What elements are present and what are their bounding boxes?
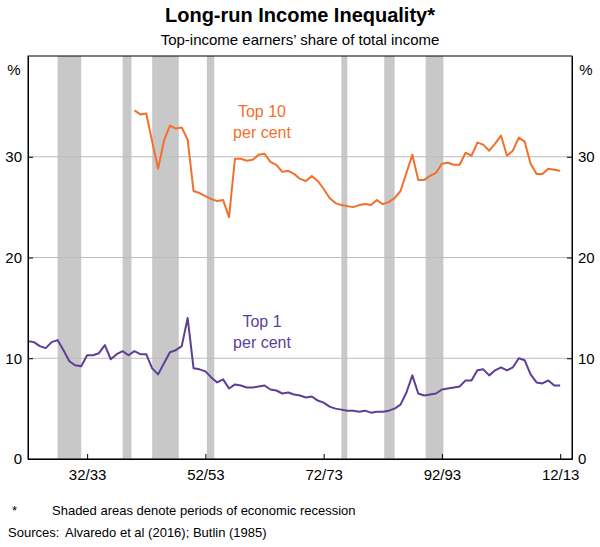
chart-container: 32/3352/5372/7392/9312/1301020300102030%… bbox=[0, 0, 600, 547]
grid-line bbox=[28, 156, 572, 157]
series-lines bbox=[28, 110, 560, 412]
series-label-line: Top 10 bbox=[238, 103, 286, 120]
y-tick bbox=[28, 459, 33, 460]
tick: 10 bbox=[5, 350, 33, 367]
axis-line bbox=[29, 459, 573, 460]
background bbox=[0, 0, 600, 547]
series-line bbox=[28, 318, 560, 413]
note-label: * bbox=[12, 503, 17, 518]
note-text: Shaded areas denote periods of economic … bbox=[52, 503, 356, 518]
grid bbox=[28, 157, 572, 459]
x-tick-label: 12/13 bbox=[542, 466, 580, 483]
y-tick bbox=[28, 258, 33, 259]
series-label-line: per cent bbox=[233, 124, 291, 141]
y-tick bbox=[567, 258, 572, 259]
tick: 30 bbox=[5, 148, 33, 165]
chart-svg: 32/3352/5372/7392/9312/1301020300102030%… bbox=[0, 0, 600, 547]
y-tick bbox=[28, 157, 33, 158]
x-tick bbox=[324, 454, 325, 459]
axis: 0 10 20 30 bbox=[567, 57, 595, 468]
title: Long-run Income Inequality* bbox=[165, 4, 435, 26]
y-tick bbox=[567, 358, 572, 359]
x-tick bbox=[560, 454, 561, 459]
tick: 12/13 bbox=[542, 454, 580, 483]
tick: 52/53 bbox=[187, 454, 225, 483]
x-tick-label: 32/33 bbox=[69, 466, 107, 483]
y-tick bbox=[28, 358, 33, 359]
series-label: Top 1 per cent bbox=[233, 313, 291, 351]
x-tick bbox=[442, 454, 443, 459]
subtitle: Top-income earners’ share of total incom… bbox=[161, 31, 440, 48]
tick: 72/73 bbox=[305, 454, 343, 483]
y-unit-label: % bbox=[579, 61, 592, 78]
tick: 10 bbox=[567, 350, 595, 367]
axis: 32/33 52/53 72/73 92/93 12/13 bbox=[29, 454, 580, 483]
x-tick-label: 72/73 bbox=[305, 466, 343, 483]
tick: 0 bbox=[14, 450, 33, 467]
tick: 32/33 bbox=[69, 454, 107, 483]
y-tick-label: 10 bbox=[5, 350, 22, 367]
y-tick-label: 20 bbox=[578, 249, 595, 266]
tick: 20 bbox=[5, 249, 33, 266]
series-label-line: per cent bbox=[233, 334, 291, 351]
y-tick-label: 0 bbox=[578, 450, 586, 467]
y-tick-label: 0 bbox=[14, 450, 22, 467]
tick: 0 bbox=[567, 450, 586, 467]
y-unit-label: % bbox=[7, 61, 20, 78]
y-tick bbox=[567, 459, 572, 460]
grid-line bbox=[28, 257, 572, 258]
tick: 30 bbox=[567, 148, 595, 165]
texts: %% Long-run Income Inequality* Top-income … bbox=[7, 4, 592, 540]
series-line bbox=[134, 110, 560, 217]
y-tick-label: 20 bbox=[5, 249, 22, 266]
x-tick bbox=[87, 454, 88, 459]
note-text: Alvaredo et al (2016); Butlin (1985) bbox=[65, 525, 267, 540]
y-tick-label: 10 bbox=[578, 350, 595, 367]
tick: 20 bbox=[567, 249, 595, 266]
x-tick-label: 92/93 bbox=[424, 466, 462, 483]
y-tick-label: 30 bbox=[5, 148, 22, 165]
tick: 92/93 bbox=[424, 454, 462, 483]
note-label: Sources: bbox=[8, 525, 59, 540]
y-tick-label: 30 bbox=[578, 148, 595, 165]
plot-frame bbox=[28, 56, 572, 459]
axis: 0 10 20 30 bbox=[5, 57, 33, 468]
series-label-line: Top 1 bbox=[242, 313, 281, 330]
series-label: Top 10 per cent bbox=[233, 103, 291, 141]
x-tick bbox=[205, 454, 206, 459]
y-tick bbox=[567, 157, 572, 158]
x-tick-label: 52/53 bbox=[187, 466, 225, 483]
axis-line bbox=[572, 57, 573, 460]
